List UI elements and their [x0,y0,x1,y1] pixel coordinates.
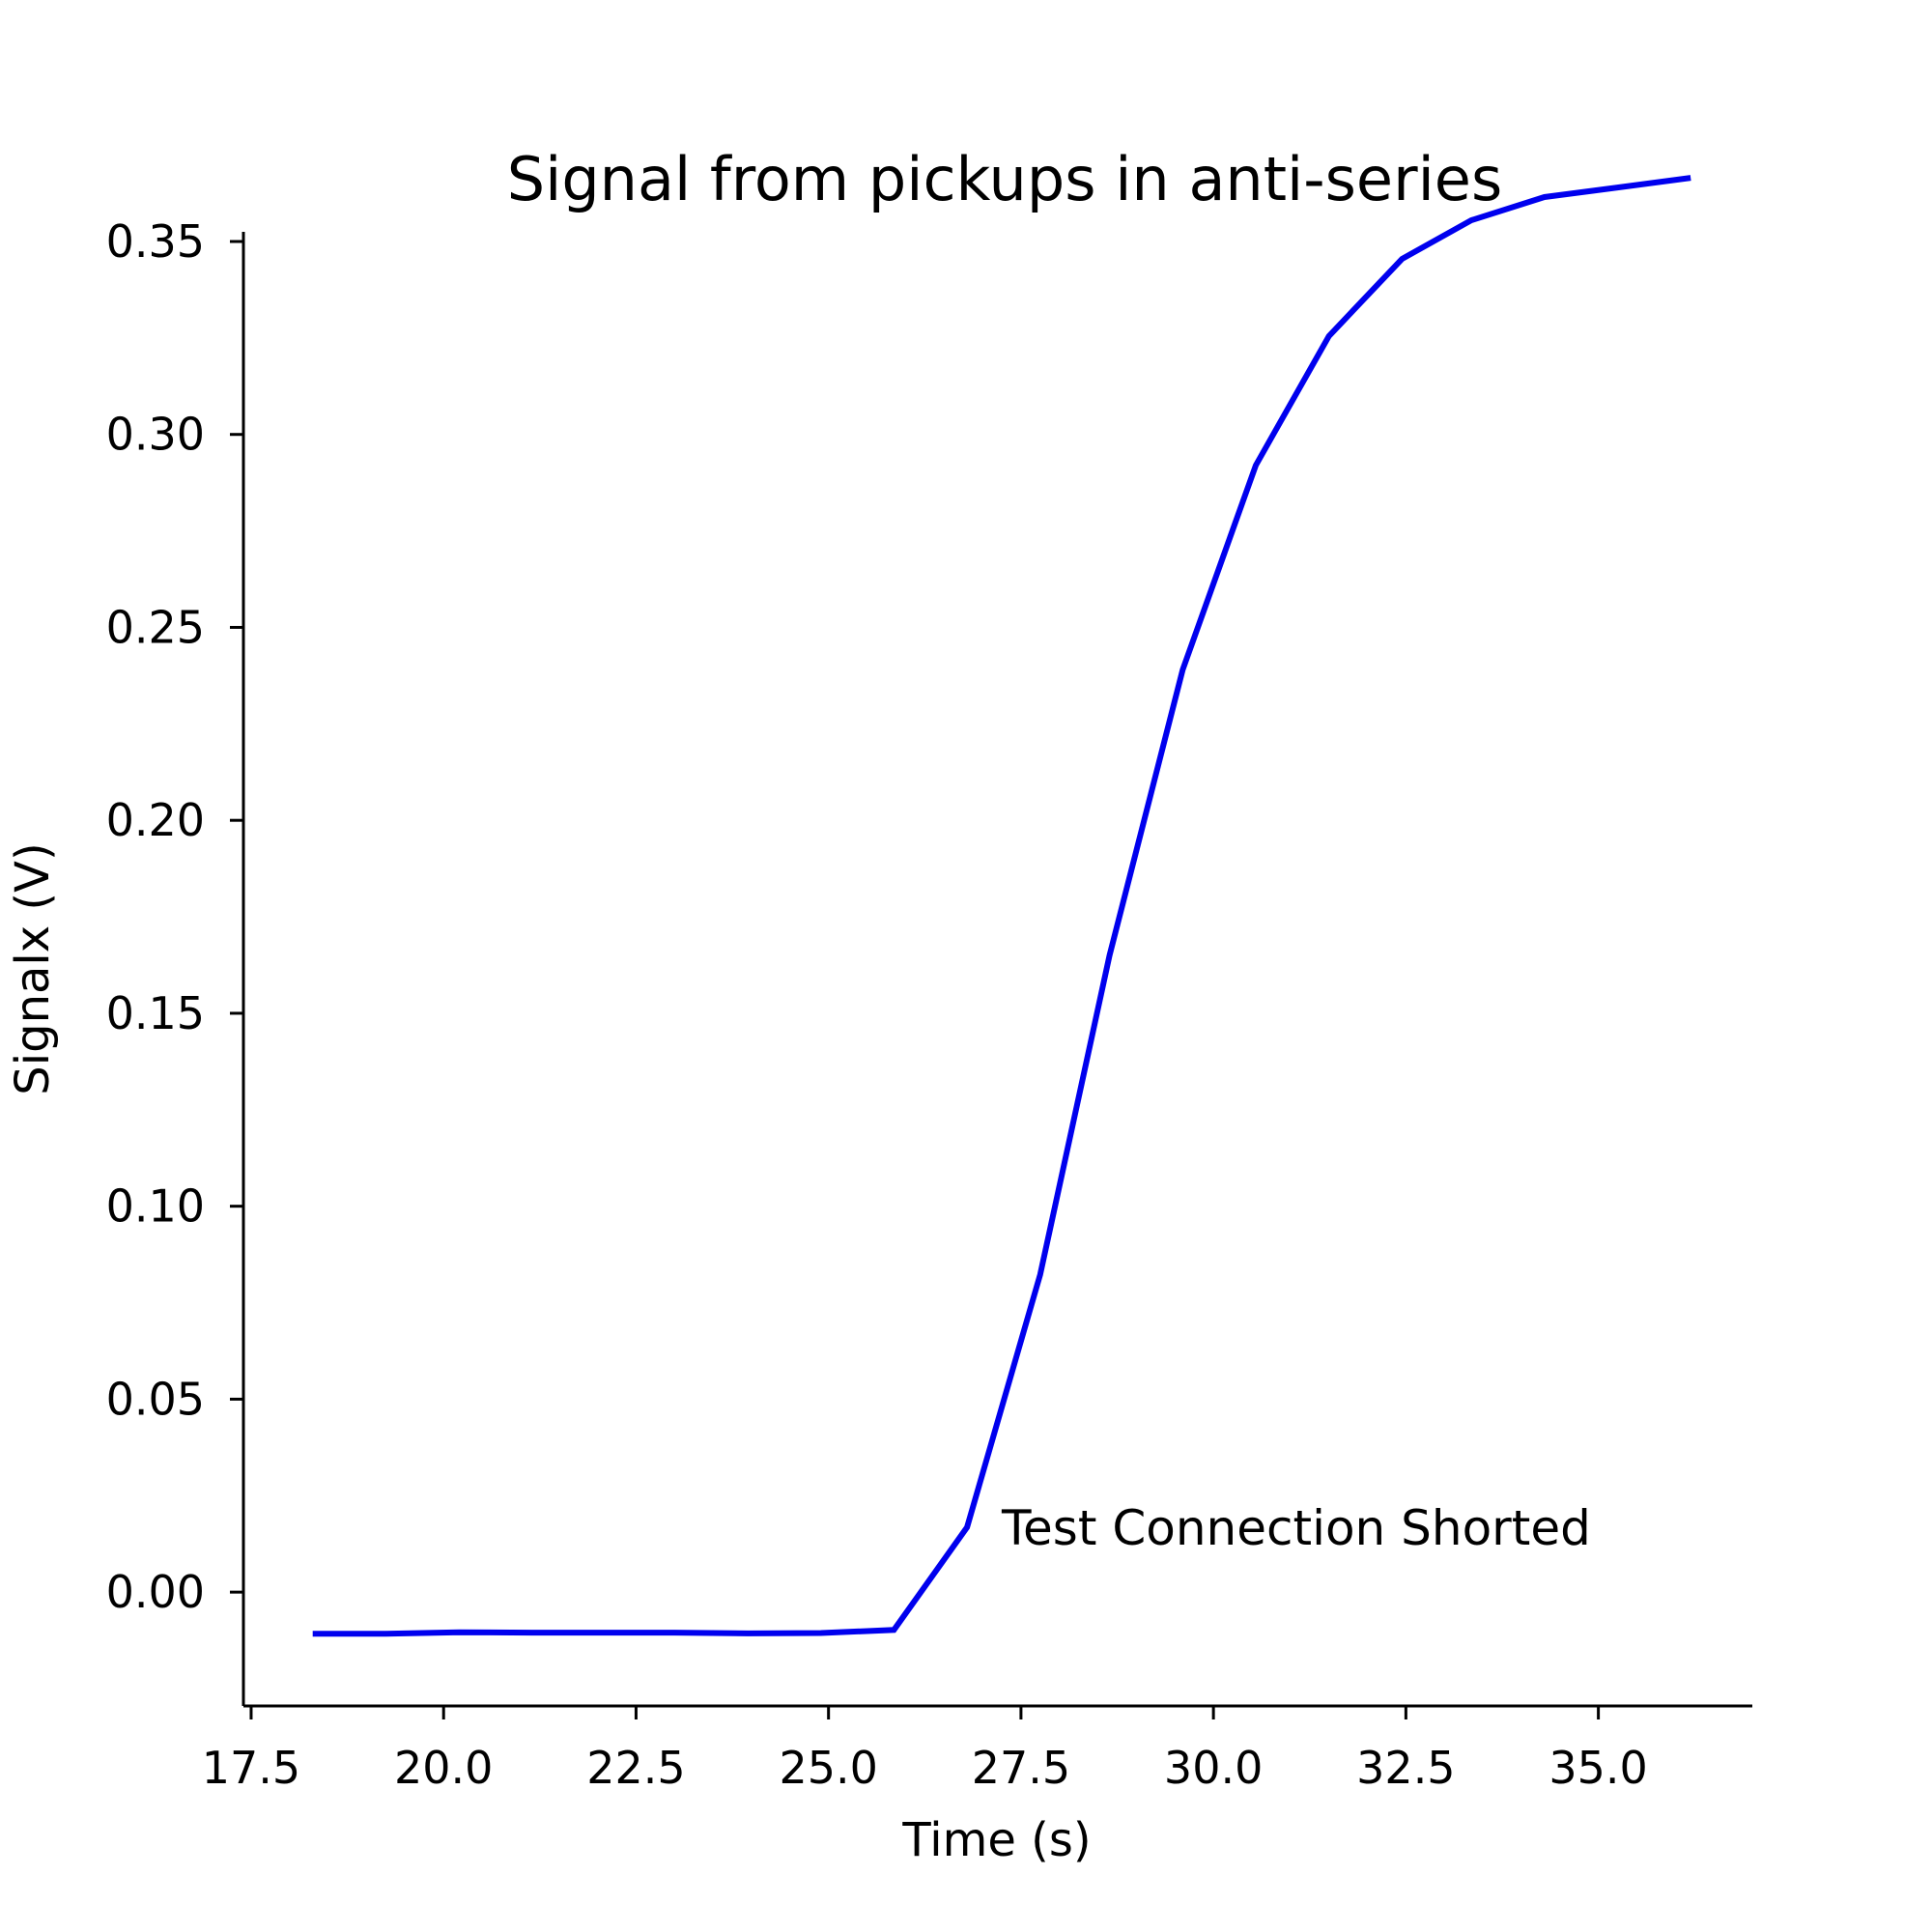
x-tick-label: 20.0 [394,1742,493,1794]
annotation-layer: Test Connection Shorted [1001,1500,1591,1556]
y-tick-label: 0.25 [106,601,205,653]
y-tick-label: 0.35 [106,215,205,268]
series-line [312,175,1691,1637]
x-tick-label: 27.5 [972,1742,1070,1794]
x-axis-ticks: 17.5 20.0 22.5 25.0 27.5 30.0 32.5 35.0 [202,1706,1648,1794]
annotation-text: Test Connection Shorted [1001,1500,1591,1556]
y-axis-ticks: 0.00 0.05 0.10 0.15 0.20 0.25 0.30 0.35 [106,215,243,1618]
y-tick-label: 0.15 [106,987,205,1039]
x-tick-label: 22.5 [586,1742,685,1794]
y-tick-label: 0.05 [106,1373,205,1425]
y-axis-label: Signalx (V) [6,842,60,1094]
x-tick-label: 30.0 [1164,1742,1263,1794]
y-tick-label: 0.20 [106,794,205,846]
x-axis-label: Time (s) [901,1813,1091,1867]
y-tick-label: 0.30 [106,409,205,461]
y-tick-label: 0.10 [106,1180,205,1233]
chart-title: Signal from pickups in anti-series [507,144,1503,214]
x-tick-label: 17.5 [202,1742,300,1794]
x-tick-label: 35.0 [1548,1742,1647,1794]
y-tick-label: 0.00 [106,1566,205,1618]
x-tick-label: 32.5 [1356,1742,1455,1794]
x-tick-label: 25.0 [779,1742,877,1794]
series-layer [312,175,1691,1637]
